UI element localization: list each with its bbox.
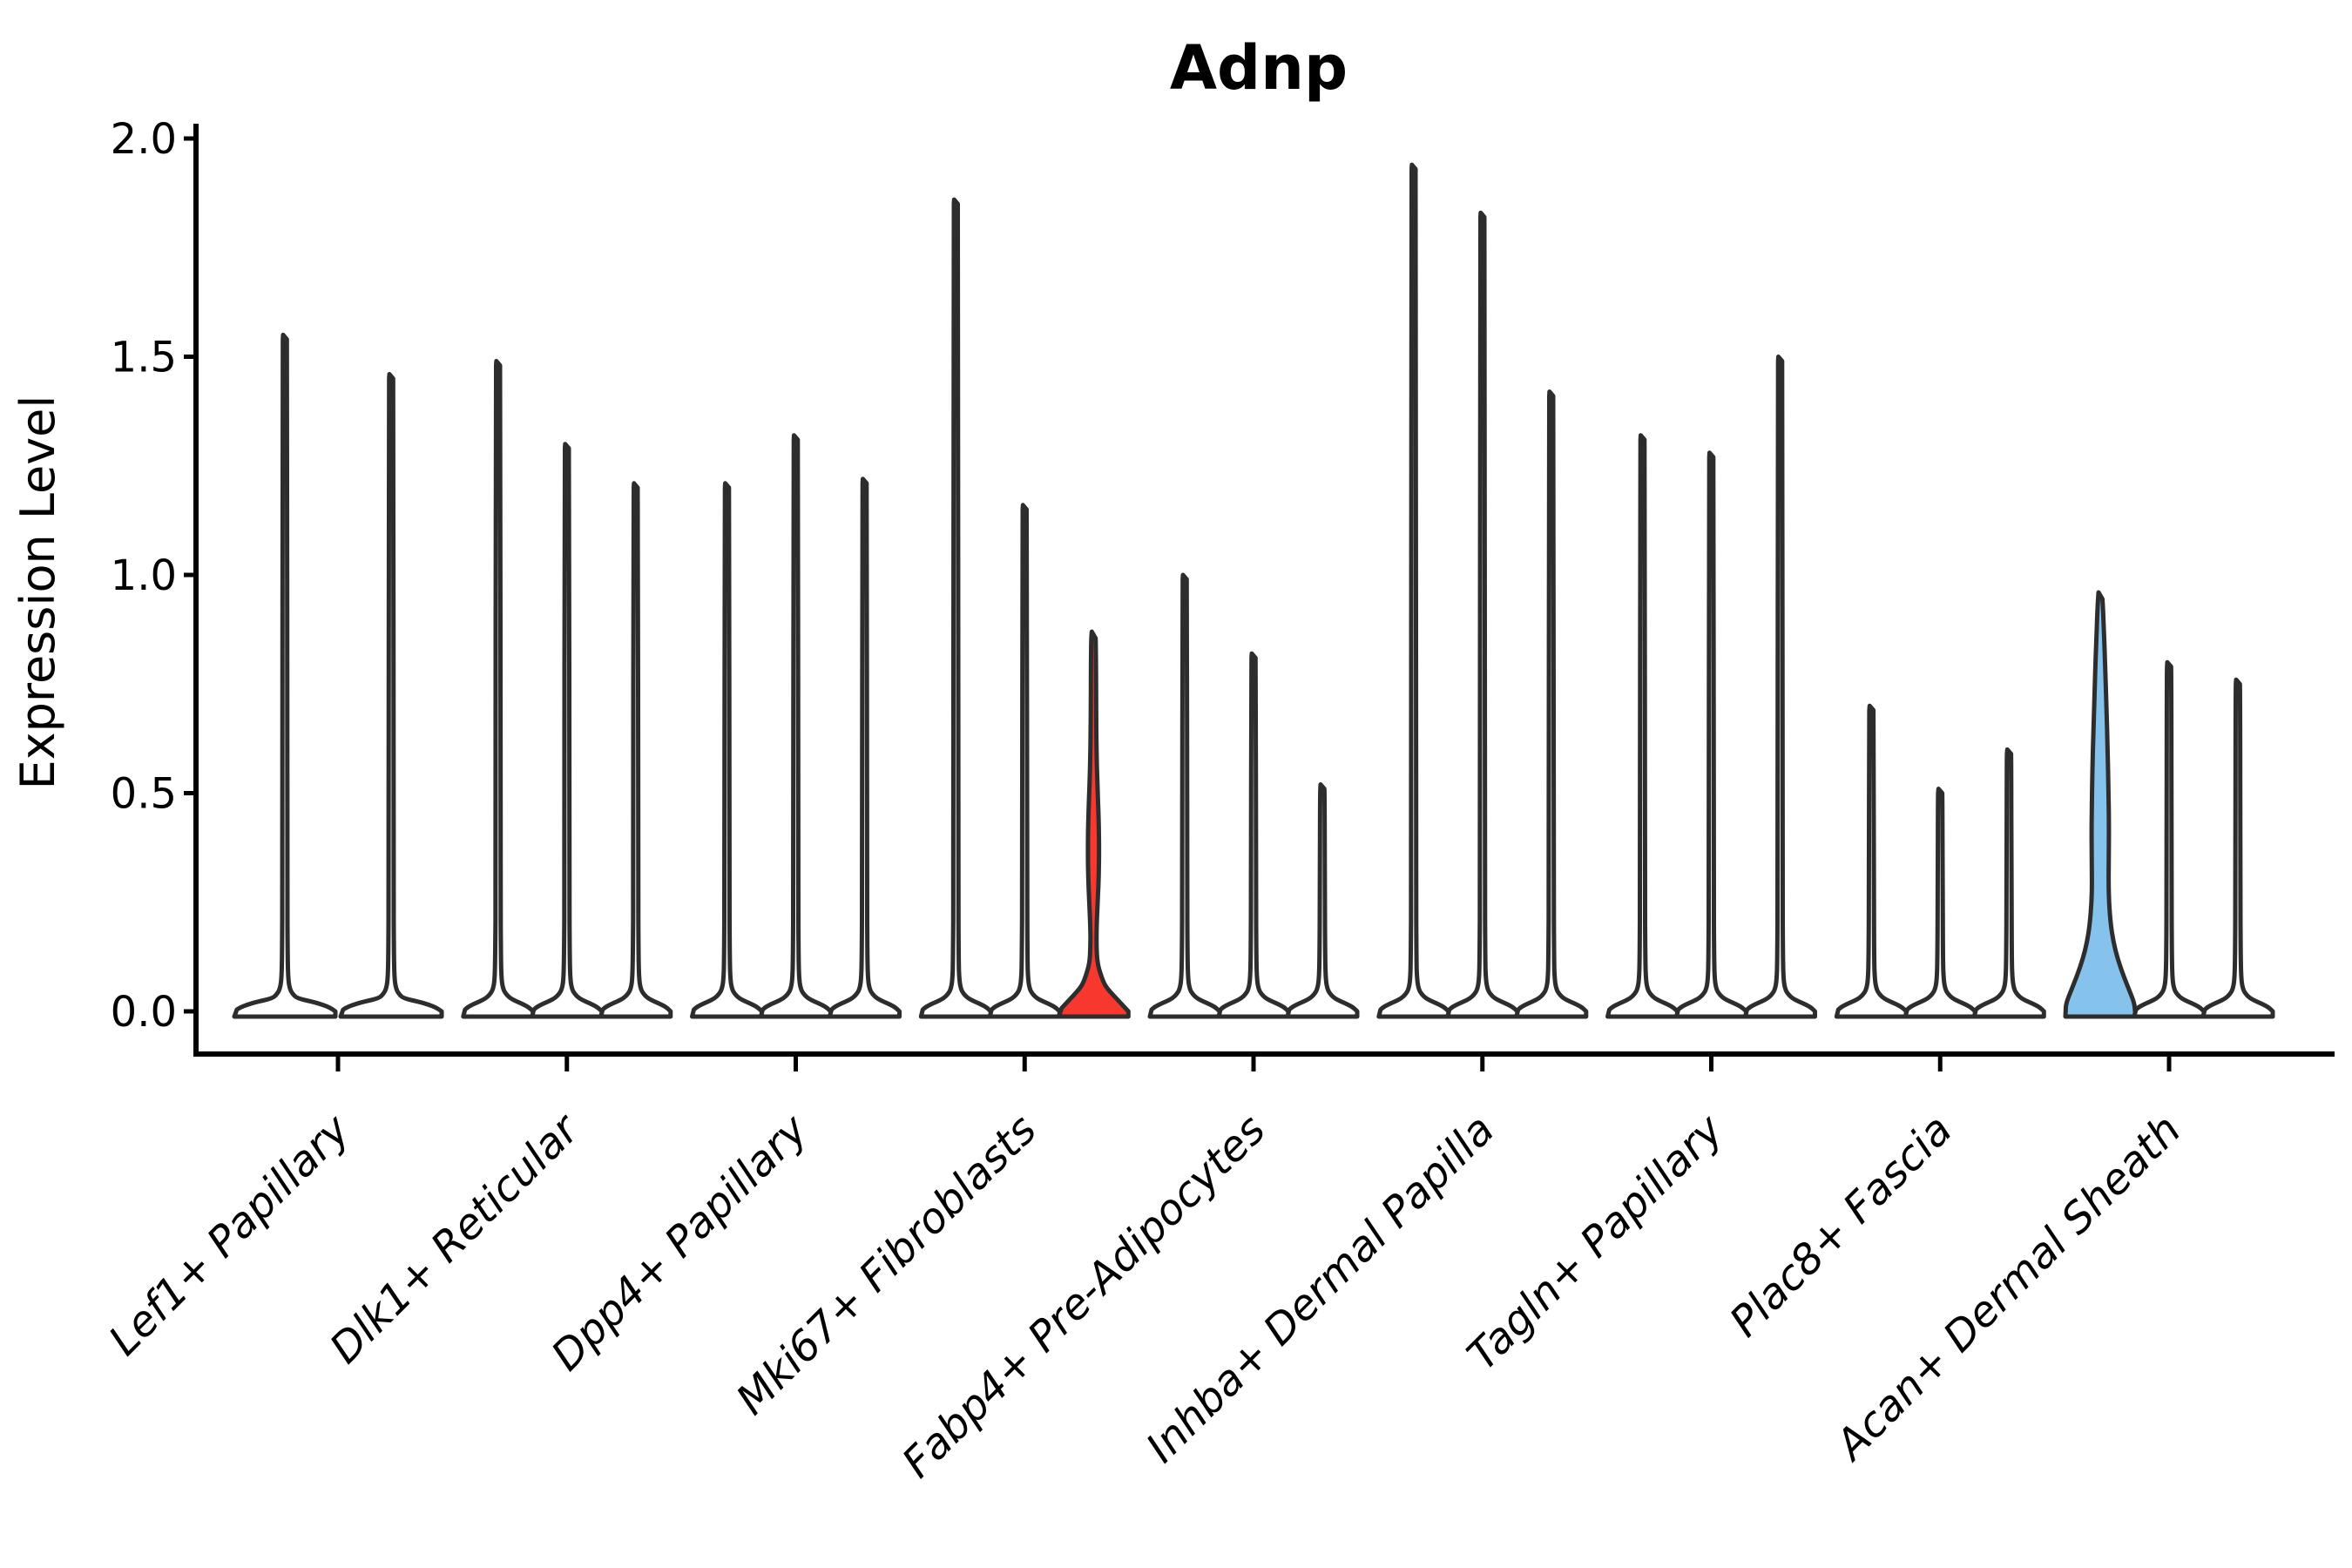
violin: [598, 481, 673, 1019]
violin: [1674, 450, 1748, 1019]
violin: [987, 503, 1062, 1019]
x-category-label: Lef1+ Papillary: [99, 1105, 360, 1365]
violin: [1971, 747, 2046, 1019]
violin: [1743, 355, 1817, 1019]
violin-series: [232, 162, 2275, 1019]
violin-blue-highlight: [2063, 590, 2138, 1019]
violin: [1605, 433, 1680, 1019]
violin-red-highlight: [1056, 629, 1131, 1019]
violin: [2132, 659, 2207, 1019]
violin: [338, 372, 444, 1019]
violin: [759, 433, 833, 1019]
violin: [232, 332, 338, 1019]
violin: [1147, 572, 1222, 1019]
violin: [1514, 389, 1589, 1019]
violin: [1445, 210, 1520, 1019]
violin: [1285, 782, 1360, 1019]
violin: [1216, 651, 1291, 1019]
violin: [828, 476, 902, 1019]
violin: [461, 359, 536, 1019]
x-category-label: Dlk1+ Reticular: [321, 1104, 591, 1374]
violin: [2200, 677, 2275, 1019]
violin: [690, 481, 764, 1019]
violin: [1376, 162, 1451, 1019]
x-category-label: Fabp4+ Pre-Adipocytes: [893, 1105, 1275, 1488]
chart-title: Adnp: [1170, 32, 1348, 104]
violin: [1903, 787, 1977, 1019]
axis-spines: [193, 124, 2335, 1057]
y-tick-label: 1.5: [111, 334, 177, 382]
y-tick-label: 2.0: [111, 115, 177, 164]
violin: [530, 442, 605, 1019]
y-tick-label: 0.0: [111, 988, 177, 1037]
y-axis-label: Expression Level: [10, 395, 65, 790]
y-tick-label: 1.0: [111, 551, 177, 600]
x-category-label: Plac8+ Fascia: [1720, 1105, 1962, 1347]
x-category-label: Dpp4+ Papillary: [542, 1105, 817, 1380]
y-tick-label: 0.5: [111, 770, 177, 819]
x-category-label: Tagln+ Papillary: [1458, 1105, 1734, 1380]
violin: [918, 197, 993, 1019]
violin: [1834, 703, 1909, 1019]
